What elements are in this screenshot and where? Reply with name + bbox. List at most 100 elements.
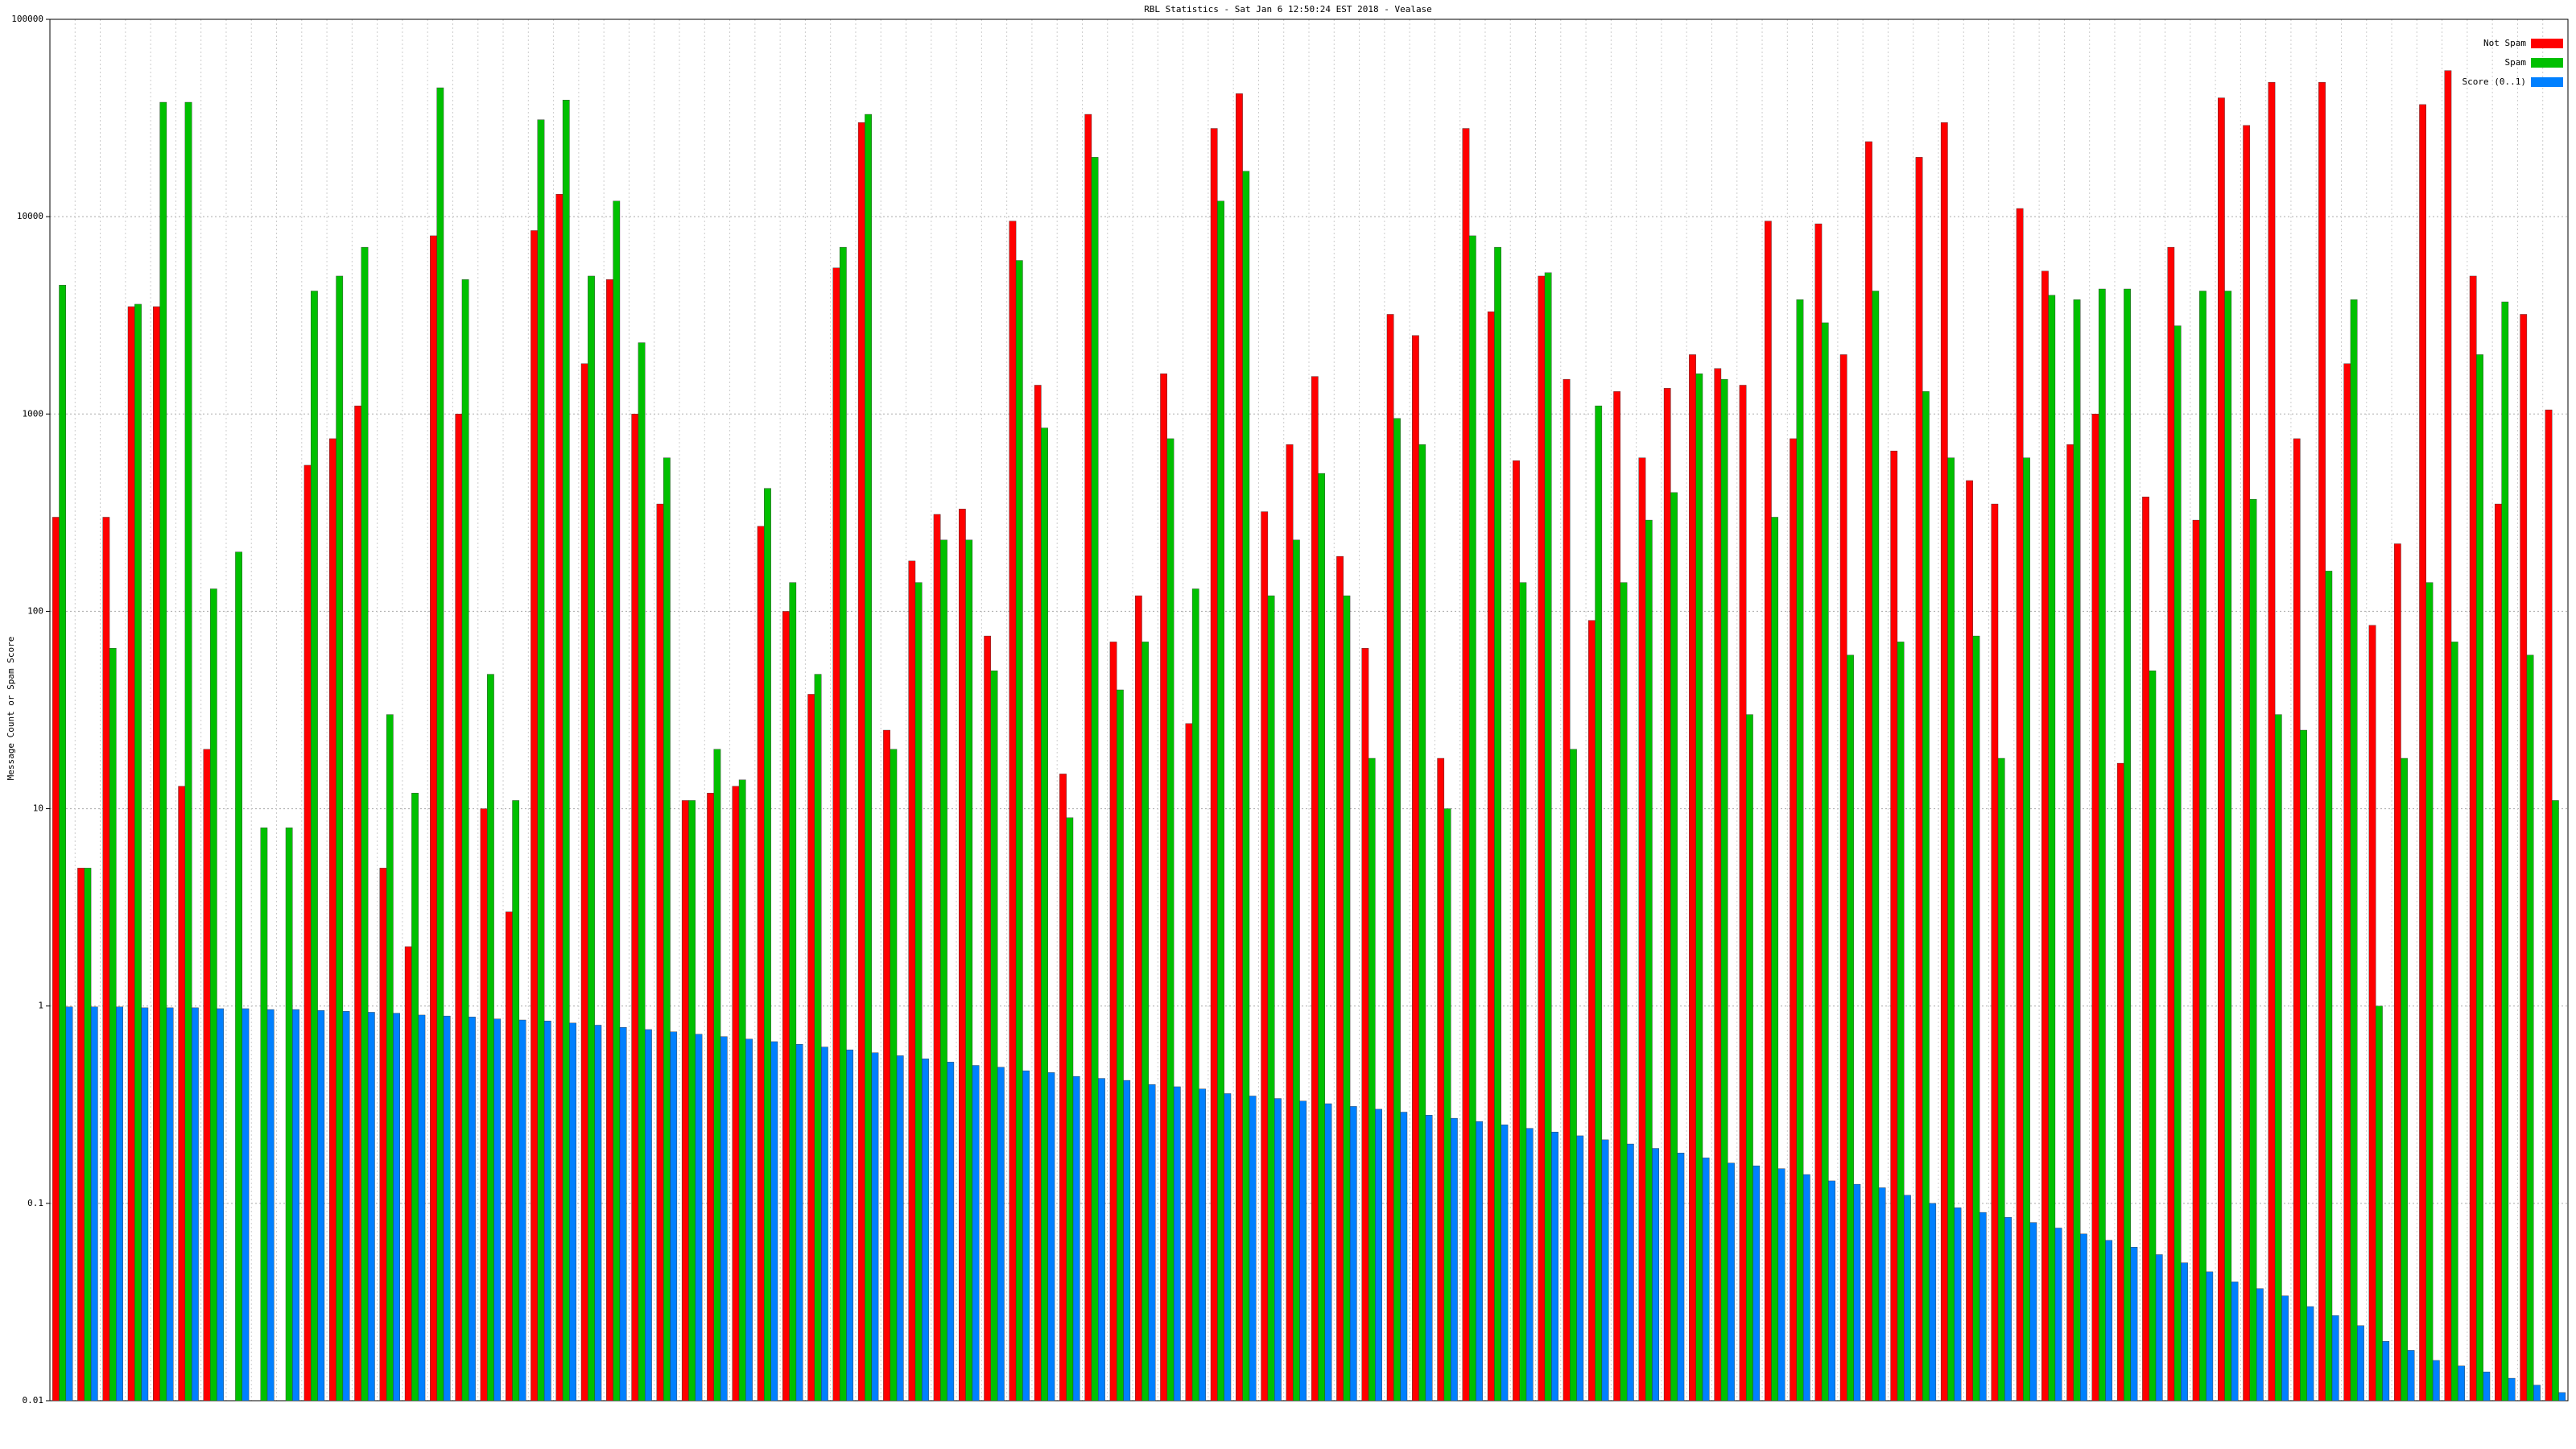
bar xyxy=(681,800,689,1402)
bar xyxy=(2533,1385,2541,1402)
bar xyxy=(757,526,765,1402)
bar xyxy=(2249,498,2257,1402)
bar xyxy=(303,464,312,1402)
bar xyxy=(2073,299,2081,1402)
bar xyxy=(1570,749,1577,1402)
y-axis-label: Message Count or Spam Score xyxy=(6,637,16,781)
bar xyxy=(1224,1093,1232,1402)
bar xyxy=(2551,800,2559,1402)
bar xyxy=(645,1029,652,1402)
bar xyxy=(1689,354,1696,1402)
bar xyxy=(2357,1325,2364,1402)
bar xyxy=(997,1067,1005,1402)
bar xyxy=(1720,378,1728,1402)
bar xyxy=(1940,122,1948,1402)
bar xyxy=(1638,457,1646,1402)
bar xyxy=(361,246,369,1402)
bar xyxy=(1802,1174,1810,1402)
bar xyxy=(1513,460,1520,1402)
bar xyxy=(2192,519,2200,1402)
bar xyxy=(1084,114,1092,1402)
bar xyxy=(1412,335,1419,1402)
bar xyxy=(588,275,595,1402)
bar xyxy=(2368,625,2376,1402)
bar xyxy=(2199,291,2207,1402)
bar xyxy=(141,1007,149,1402)
bar xyxy=(1915,157,1923,1402)
bar xyxy=(260,828,268,1402)
bar xyxy=(242,1008,250,1402)
bar xyxy=(436,87,444,1402)
bar xyxy=(543,1021,551,1402)
bar xyxy=(1979,1212,1987,1402)
bar xyxy=(184,101,192,1402)
bar xyxy=(178,786,186,1402)
bar xyxy=(940,539,947,1402)
bar xyxy=(745,1038,753,1402)
bar xyxy=(2331,1315,2339,1402)
bar xyxy=(84,868,92,1402)
bar xyxy=(2401,758,2409,1402)
bar xyxy=(821,1046,828,1402)
y-tick-label: 1 xyxy=(38,1001,43,1011)
bar xyxy=(896,1055,904,1402)
bar xyxy=(562,100,570,1402)
bar xyxy=(2274,714,2282,1402)
bar xyxy=(493,1018,502,1402)
bar xyxy=(2300,729,2307,1402)
bar xyxy=(1311,376,1319,1402)
bar xyxy=(518,1019,526,1402)
bar xyxy=(2432,1360,2440,1402)
bar xyxy=(1626,1143,1634,1402)
bar xyxy=(2306,1306,2314,1402)
bar xyxy=(2231,1282,2239,1402)
bar xyxy=(1191,588,1199,1402)
bar xyxy=(2080,1233,2087,1402)
bar xyxy=(455,414,463,1402)
bar xyxy=(2268,81,2276,1402)
bar xyxy=(695,1034,703,1402)
bar xyxy=(1368,758,1376,1402)
bar xyxy=(890,749,898,1402)
bar xyxy=(922,1059,929,1402)
bar xyxy=(2526,654,2534,1402)
bar xyxy=(116,1006,123,1402)
bar xyxy=(2476,354,2483,1402)
bar xyxy=(2425,582,2434,1402)
bar xyxy=(1299,1100,1307,1402)
bar xyxy=(1670,492,1678,1402)
bar xyxy=(990,671,998,1402)
bar xyxy=(1494,246,1501,1402)
bar xyxy=(1954,1208,1962,1402)
bar xyxy=(1865,141,1872,1402)
bar xyxy=(1267,595,1275,1402)
bar xyxy=(1904,1195,1911,1402)
bar xyxy=(984,635,992,1402)
bar xyxy=(2469,275,2477,1402)
plot-frame xyxy=(49,19,2569,1402)
bar xyxy=(2116,762,2124,1402)
bar xyxy=(738,779,746,1402)
bar xyxy=(1336,555,1344,1402)
bar xyxy=(166,1007,174,1402)
bar xyxy=(203,749,211,1402)
bar xyxy=(367,1012,375,1402)
y-tick-label: 0.01 xyxy=(23,1395,44,1406)
bar xyxy=(430,235,437,1402)
y-tick-label: 10 xyxy=(33,803,43,814)
bar xyxy=(1922,391,1930,1402)
bar xyxy=(1595,405,1603,1402)
bar xyxy=(1166,438,1174,1402)
bar xyxy=(1525,1128,1534,1402)
bar xyxy=(393,1013,400,1402)
bar xyxy=(1349,1106,1357,1402)
bar xyxy=(1160,374,1167,1402)
bar xyxy=(1991,503,1999,1402)
y-tick-label: 1000 xyxy=(23,408,44,419)
bar xyxy=(159,101,167,1402)
bar xyxy=(1418,444,1426,1402)
bar xyxy=(2483,1371,2491,1402)
bar xyxy=(1620,582,1628,1402)
bar xyxy=(77,868,85,1402)
bar xyxy=(329,438,336,1402)
